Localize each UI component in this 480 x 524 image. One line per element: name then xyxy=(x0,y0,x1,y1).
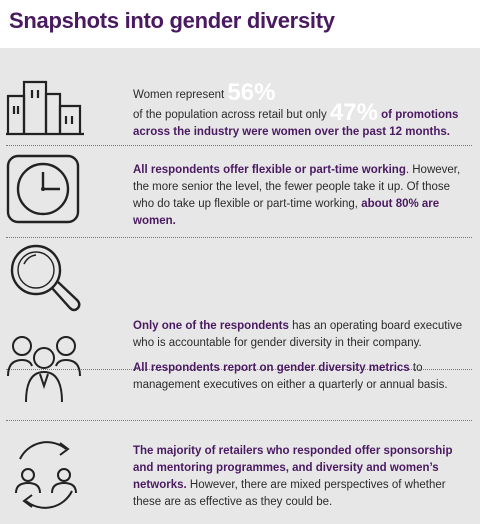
stat-47: 47% xyxy=(329,99,378,126)
section-promotions-text: Women represent 56% of the population ac… xyxy=(133,81,473,141)
section-board-accountability: Only one of the respondents has an opera… xyxy=(0,238,480,349)
magnifier-icon xyxy=(10,244,81,312)
highlight: All respondents report on gender diversi… xyxy=(133,362,410,374)
text: However, there are mixed perspectives of… xyxy=(133,479,446,508)
clock-icon xyxy=(6,154,80,224)
text: has an operating board executive who is … xyxy=(133,320,463,349)
text: . However, the more senior the level, th… xyxy=(133,164,461,210)
text: Women represent xyxy=(133,89,228,101)
section-board-accountability-body: Only one of the respondents has an opera… xyxy=(133,318,473,352)
highlight: All respondents offer flexible or part-t… xyxy=(133,164,406,176)
text: to management executives on either a qua… xyxy=(133,362,448,391)
content-panel: Women represent 56% of the population ac… xyxy=(0,48,480,524)
section-reporting-text: All respondents report on gender diversi… xyxy=(133,360,473,394)
section-reporting: All respondents report on gender diversi… xyxy=(0,336,480,460)
highlight: Only one of the respondents xyxy=(133,320,289,332)
people-group-icon xyxy=(7,336,81,403)
divider xyxy=(6,237,472,238)
text: of the population across retail but only xyxy=(133,109,330,121)
highlight: of promotions across the industry were w… xyxy=(133,109,459,138)
section-networks: The majority of retailers who responded … xyxy=(0,421,480,524)
section-promotions: Women represent 56% of the population ac… xyxy=(0,48,480,143)
highlight: The majority of retailers who responded … xyxy=(133,445,453,491)
section-flexible-working-text: All respondents offer flexible or part-t… xyxy=(133,162,473,230)
divider xyxy=(6,420,472,421)
stat-56: 56% xyxy=(227,79,276,106)
section-flexible-working: All respondents offer flexible or part-t… xyxy=(0,146,480,236)
highlight: about 80% are women. xyxy=(133,198,440,227)
exchange-people-icon xyxy=(15,441,77,509)
divider xyxy=(6,369,472,370)
divider xyxy=(6,145,472,146)
buildings-icon xyxy=(6,80,84,136)
section-networks-text: The majority of retailers who responded … xyxy=(133,443,473,511)
page-title: Snapshots into gender diversity xyxy=(9,8,335,33)
